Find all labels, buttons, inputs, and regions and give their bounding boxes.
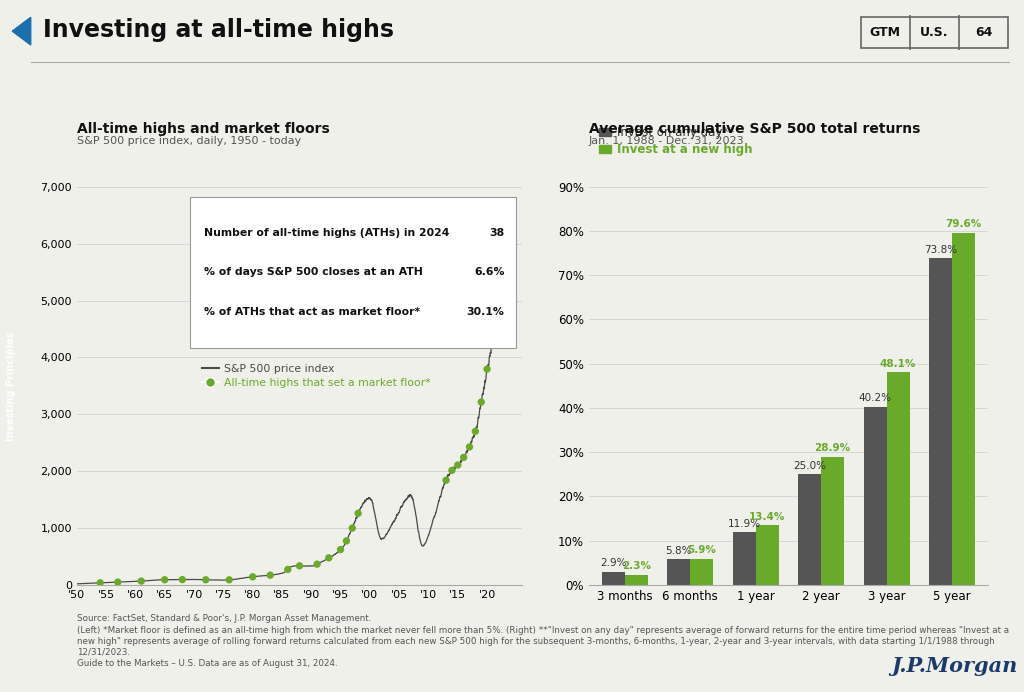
Bar (864, 407, 887, 585)
Text: 28.9%: 28.9% (815, 444, 851, 453)
Point (497, 319, 513, 330)
Point (321, 552, 337, 563)
Text: U.S.: U.S. (921, 26, 948, 39)
Legend: Invest on any day**, Invest at a new high: Invest on any day**, Invest at a new hig… (595, 121, 758, 161)
Text: 48.1%: 48.1% (880, 358, 916, 369)
Point (467, 426, 483, 437)
Text: 79.6%: 79.6% (945, 219, 982, 229)
Text: 2.3%: 2.3% (622, 561, 651, 571)
Text: 11.9%: 11.9% (728, 518, 761, 529)
Bar (690, 558, 713, 585)
Point (92, 577, 109, 588)
Text: 38: 38 (489, 228, 505, 237)
Text: All-time highs and market floors: All-time highs and market floors (77, 122, 330, 136)
Point (450, 459, 466, 471)
Text: 25.0%: 25.0% (794, 461, 826, 471)
Text: (Left) *Market floor is defined as an all-time high from which the market never : (Left) *Market floor is defined as an al… (77, 626, 1009, 656)
Bar (887, 372, 909, 585)
Text: 64: 64 (975, 26, 992, 39)
Point (110, 576, 126, 588)
Text: 2.9%: 2.9% (600, 558, 627, 568)
Point (473, 397, 489, 408)
Bar (668, 559, 690, 585)
Point (133, 576, 150, 587)
Point (490, 313, 507, 324)
Point (174, 574, 190, 585)
Bar (929, 259, 952, 585)
Text: Average cumulative S&P 500 total returns: Average cumulative S&P 500 total returns (589, 122, 921, 136)
Text: GTM: GTM (869, 26, 900, 39)
Text: 5.8%: 5.8% (666, 545, 692, 556)
Bar (733, 532, 756, 585)
Point (333, 544, 349, 555)
Bar (952, 233, 975, 585)
Point (456, 452, 472, 463)
Bar (625, 574, 648, 585)
Point (262, 570, 279, 581)
Text: 30.1%: 30.1% (467, 307, 505, 317)
Text: Number of all-time highs (ATHs) in 2024: Number of all-time highs (ATHs) in 2024 (204, 228, 450, 237)
Point (245, 572, 261, 583)
Bar (799, 474, 821, 585)
Point (292, 561, 308, 572)
Point (504, 277, 520, 288)
Text: Jan. 1, 1988 - Dec. 31, 2023: Jan. 1, 1988 - Dec. 31, 2023 (589, 136, 744, 146)
Point (280, 564, 296, 575)
Text: 13.4%: 13.4% (749, 512, 785, 522)
Point (198, 574, 214, 585)
Bar (821, 457, 844, 585)
FancyBboxPatch shape (190, 197, 515, 348)
Text: 73.8%: 73.8% (924, 245, 957, 255)
Point (484, 337, 501, 348)
Text: Investing Principles: Investing Principles (6, 331, 16, 441)
Point (344, 522, 360, 534)
Point (479, 363, 496, 374)
Text: S&P 500 price index, daily, 1950 - today: S&P 500 price index, daily, 1950 - today (77, 136, 301, 146)
Bar (602, 572, 625, 585)
Point (438, 475, 455, 486)
Text: Source: FactSet, Standard & Poor's, J.P. Morgan Asset Management.: Source: FactSet, Standard & Poor's, J.P.… (77, 614, 371, 623)
Point (443, 465, 460, 476)
Text: 5.9%: 5.9% (687, 545, 716, 555)
Text: J.P.Morgan: J.P.Morgan (891, 656, 1017, 675)
Legend: S&P 500 price index, All-time highs that set a market floor*: S&P 500 price index, All-time highs that… (198, 359, 435, 392)
Point (338, 536, 354, 547)
Point (309, 558, 326, 570)
Point (350, 508, 367, 519)
Point (221, 574, 238, 585)
Point (157, 574, 173, 585)
Text: % of ATHs that act as market floor*: % of ATHs that act as market floor* (204, 307, 420, 317)
Text: Guide to the Markets – U.S. Data are as of August 31, 2024.: Guide to the Markets – U.S. Data are as … (77, 659, 338, 668)
Bar (756, 525, 778, 585)
Point (461, 441, 477, 453)
Text: 6.6%: 6.6% (474, 267, 505, 277)
Text: Investing at all-time highs: Investing at all-time highs (43, 19, 394, 42)
Text: % of days S&P 500 closes at an ATH: % of days S&P 500 closes at an ATH (204, 267, 423, 277)
Text: 40.2%: 40.2% (859, 394, 892, 403)
